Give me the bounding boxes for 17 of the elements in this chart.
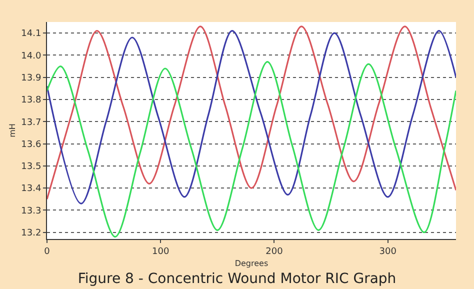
y-tick-label: 14.0: [21, 51, 42, 62]
y-tick-label: 13.8: [21, 96, 42, 106]
x-tick-label: 100: [152, 246, 170, 257]
y-axis-title: mH: [8, 124, 17, 138]
x-axis-title: Degrees: [234, 258, 268, 268]
y-tick-label: 13.4: [21, 184, 42, 194]
y-tick-label: 13.6: [21, 140, 42, 150]
y-tick-label: 14.1: [21, 29, 42, 40]
x-tick-label: 200: [266, 246, 284, 257]
y-tick-label: 13.9: [21, 74, 42, 84]
text: Figure 8 - Concentric Wound Motor RIC Graph: [78, 271, 396, 288]
y-tick-label: 13.3: [21, 206, 42, 216]
y-tick-label: 13.7: [21, 118, 42, 128]
y-tick-label: 13.5: [21, 162, 42, 172]
y-tick-label: 13.2: [21, 228, 42, 239]
x-tick-label: 0: [44, 246, 50, 257]
x-tick-label: 300: [379, 246, 397, 257]
